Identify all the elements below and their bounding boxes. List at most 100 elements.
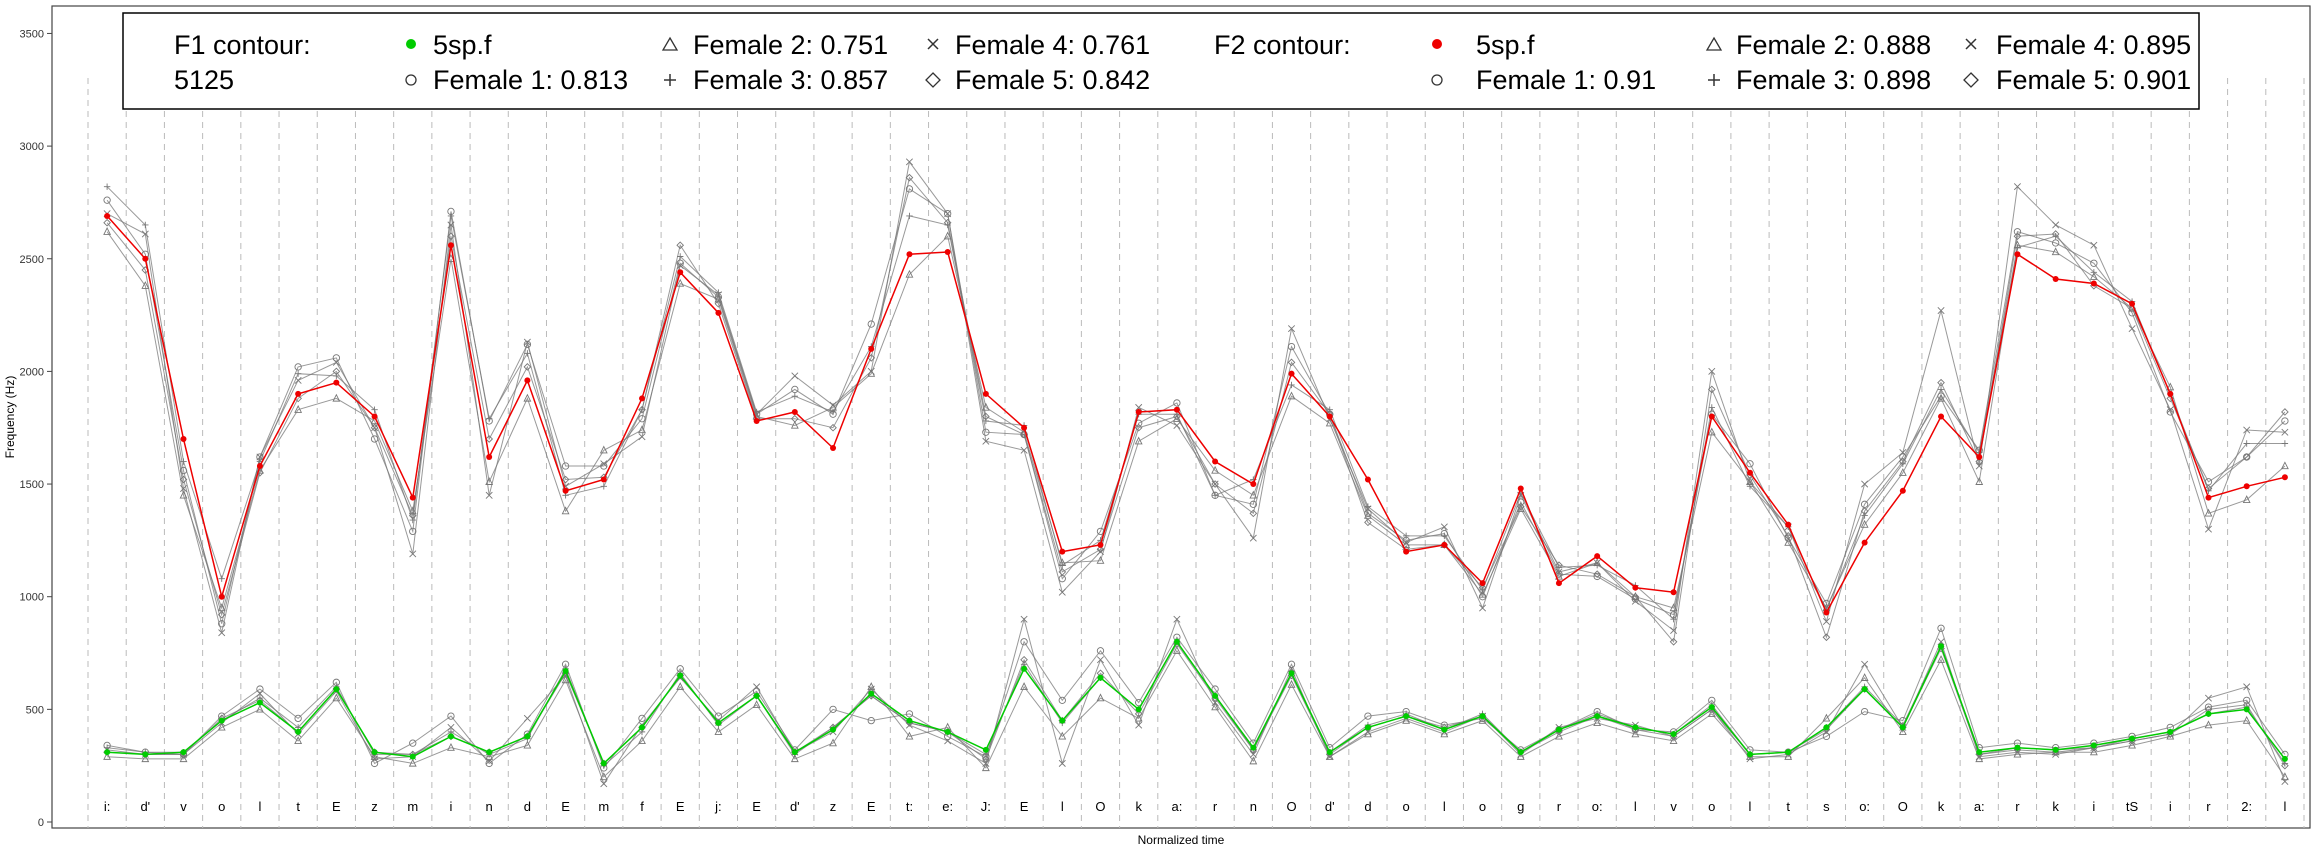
series-point — [486, 749, 493, 756]
reference-series-line — [106, 160, 2285, 633]
series-point — [1976, 454, 1983, 461]
series-point — [830, 726, 837, 733]
series-point — [1326, 753, 1334, 761]
series-point — [1861, 686, 1868, 693]
series-point — [1096, 555, 1105, 564]
series-point — [2052, 276, 2059, 283]
series-point — [905, 173, 914, 182]
series-point — [1707, 385, 1716, 394]
series-point — [1212, 692, 1219, 699]
series-point — [1288, 670, 1295, 677]
series-point — [2013, 183, 2021, 191]
series-point — [103, 183, 111, 190]
segment-label: d' — [1325, 799, 1335, 814]
segment-label: d' — [790, 799, 800, 814]
series-point — [141, 754, 150, 763]
series-point — [1555, 731, 1563, 740]
series-point — [1938, 643, 1945, 650]
segment-label: o — [1403, 799, 1410, 814]
segment-label: o — [218, 799, 225, 814]
segment-label: O — [1898, 799, 1908, 814]
segment-label: O — [1095, 799, 1105, 814]
segment-label: m — [407, 799, 418, 814]
series-point — [1784, 537, 1793, 546]
series-point — [1861, 512, 1868, 519]
series-point — [1173, 406, 1180, 413]
series-point — [409, 494, 416, 501]
series-point — [1288, 325, 1296, 333]
y-tick-label: 3500 — [20, 28, 44, 40]
series-point — [982, 412, 990, 421]
series-point — [523, 393, 532, 402]
series-point — [1096, 656, 1104, 664]
series-point — [1899, 448, 1907, 457]
segment-label: e: — [942, 799, 953, 814]
series-point — [332, 358, 340, 366]
series-point — [485, 751, 494, 760]
y-tick-label: 1500 — [20, 479, 44, 491]
series-point — [447, 723, 455, 731]
series-point — [1287, 679, 1296, 688]
series-point — [600, 460, 608, 468]
series-point — [1708, 413, 1715, 420]
series-point — [2051, 230, 2060, 238]
series-point — [1173, 421, 1181, 429]
segment-label: s — [1823, 799, 1830, 814]
segment-label: t: — [906, 799, 913, 814]
series-point — [256, 453, 264, 461]
series-point — [1403, 548, 1410, 555]
segment-label: v — [180, 799, 187, 814]
series-point — [1479, 580, 1486, 587]
series-point — [141, 281, 150, 289]
series-point — [2281, 474, 2288, 481]
series-point — [333, 372, 340, 380]
series-point — [1096, 647, 1105, 655]
series-point — [1632, 724, 1639, 731]
series-point — [217, 610, 226, 619]
series-point — [2129, 735, 2136, 742]
series-point — [1402, 532, 1410, 540]
series-point — [1860, 707, 1869, 716]
series-point — [906, 717, 913, 724]
legend-f2-main-marker — [1432, 39, 1442, 49]
series-point — [524, 733, 531, 740]
series-point — [1594, 713, 1601, 720]
series-point — [1058, 731, 1067, 740]
series-point — [1707, 427, 1716, 436]
segment-label: J: — [981, 799, 991, 814]
series-point — [1020, 446, 1028, 454]
series-point — [1250, 744, 1257, 751]
series-point — [944, 248, 951, 255]
series-point — [1937, 378, 1945, 387]
segment-label: o — [1479, 799, 1486, 814]
legend-f1-female5-marker — [925, 72, 941, 88]
series-point — [1746, 460, 1754, 468]
legend-f2-female1-label: Female 1: 0.91 — [1476, 65, 1656, 95]
segment-label: o: — [1592, 799, 1603, 814]
series-point — [1211, 480, 1219, 488]
series-point — [1288, 665, 1296, 673]
series-point — [218, 593, 225, 600]
series-point — [1823, 724, 1830, 731]
series-point — [1364, 728, 1372, 736]
series-point — [1402, 539, 1410, 547]
reference-series-line — [107, 626, 2286, 769]
series-point — [1134, 423, 1143, 432]
series-point — [142, 255, 149, 262]
series-point — [1631, 592, 1640, 601]
series-point — [867, 320, 875, 328]
series-point — [982, 437, 990, 445]
series-point — [2166, 406, 2174, 414]
series-point — [1669, 736, 1678, 745]
series-point — [523, 740, 532, 749]
series-point — [371, 755, 379, 763]
series-point — [332, 693, 341, 702]
series-point — [1059, 717, 1066, 724]
series-point — [294, 363, 302, 371]
series-point — [1861, 660, 1869, 668]
series-point — [1555, 726, 1562, 733]
segment-label: t — [1786, 799, 1790, 814]
series-point — [1707, 709, 1716, 718]
series-point — [2167, 390, 2174, 397]
series-point — [1975, 462, 1983, 470]
